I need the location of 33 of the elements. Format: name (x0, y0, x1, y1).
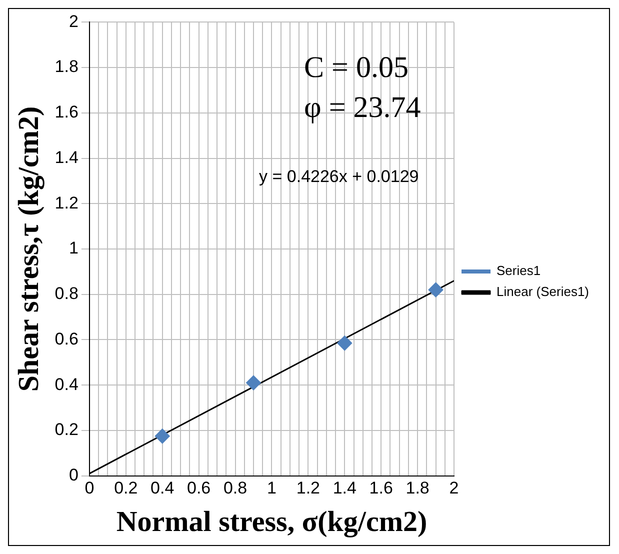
y-tick-label: 1.6 (54, 102, 78, 122)
annotation: C = 0.05 (304, 51, 408, 84)
y-tick-label: 0.8 (54, 284, 78, 304)
annotation: y = 0.4226x + 0.0129 (259, 167, 419, 186)
x-tick-label: 0.6 (186, 478, 211, 498)
point (246, 375, 261, 390)
legend-label: Linear (Series1) (496, 284, 590, 300)
point (428, 282, 444, 298)
x-tick-label: 2 (449, 478, 459, 498)
point (337, 336, 352, 351)
annotation: φ = 23.74 (304, 91, 421, 124)
y-tick-label: 2 (68, 12, 78, 31)
x-tick-label: 0.2 (114, 478, 138, 498)
y-tick-label: 1.4 (54, 148, 78, 167)
x-axis-title: Normal stress, σ(kg/cm2) (116, 506, 428, 538)
x-tick-label: 0 (84, 478, 94, 498)
y-tick-label: 0 (68, 465, 78, 484)
x-tick-label: 0.4 (150, 478, 174, 498)
y-tick-label: 1 (68, 238, 78, 258)
x-tick-label: 1.6 (369, 478, 393, 498)
x-tick-label: 1.8 (406, 478, 430, 498)
x-tick-label: 1.4 (332, 478, 356, 498)
y-tick-label: 1.8 (54, 57, 78, 76)
x-tick-label: 0.8 (223, 478, 248, 498)
y-tick-label: 1.2 (54, 193, 78, 212)
x-tick-label: 1.2 (296, 478, 320, 498)
x-tick-label: 1 (266, 478, 276, 498)
y-axis-title: Shear stress,τ (kg/cm2) (12, 106, 45, 392)
y-tick-label: 0.4 (54, 374, 78, 394)
point (154, 428, 170, 444)
y-tick-label: 0.6 (54, 329, 78, 348)
legend-label: Series1 (496, 263, 541, 278)
y-tick-label: 0.2 (54, 420, 78, 440)
